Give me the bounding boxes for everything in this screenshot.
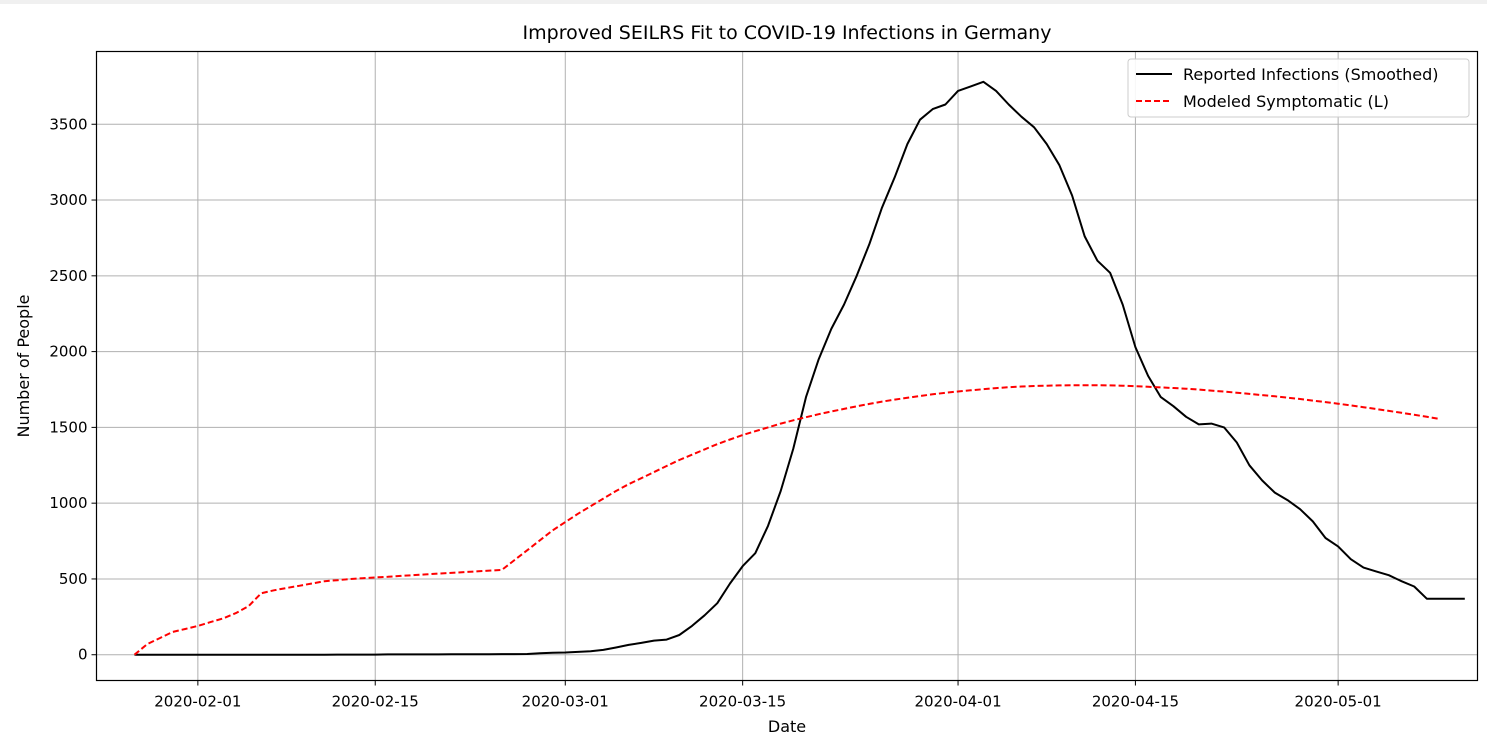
plot-frame [95,50,1479,682]
grid-lines [96,51,1478,681]
legend-box [1127,58,1470,118]
y-axis: 0 500 1000 1500 2000 2500 3000 3500 [49,115,97,664]
x-axis: 2020-02-01 2020-02-15 2020-03-01 2020-03-15… [154,680,1382,711]
x-tick-label: 2020-03-15 [699,693,786,711]
series-line-2 [133,384,1440,656]
y-tick-label: 3000 [49,191,87,209]
series-line-1 [134,80,1465,656]
chart-title: Improved SEILRS Fit to COVID-19 Infectio… [523,22,1052,44]
x-axis-label: Date [768,717,806,735]
y-tick-label: 1500 [49,418,87,436]
legend-label-1: Reported Infections (Smoothed) [1183,65,1439,84]
x-tick-label: 2020-04-01 [914,693,1001,711]
y-tick-label: 500 [59,570,88,588]
y-tick-label: 1000 [49,494,87,512]
x-tick-label: 2020-05-01 [1295,693,1382,711]
y-tick-label: 3500 [49,115,87,133]
y-tick-label: 2000 [49,343,87,361]
x-tick-label: 2020-02-15 [332,693,419,711]
x-tick-label: 2020-02-01 [154,693,241,711]
y-tick-label: 2500 [49,267,87,285]
legend: Reported Infections (Smoothed) Modeled Sy… [1127,58,1470,118]
top-strip [0,0,1487,4]
x-tick-label: 2020-04-15 [1092,693,1179,711]
y-axis-label: Number of People [14,294,33,437]
series-layer [133,80,1465,656]
legend-label-2: Modeled Symptomatic (L) [1183,92,1389,111]
x-tick-label: 2020-03-01 [522,693,609,711]
y-tick-label: 0 [78,646,88,664]
